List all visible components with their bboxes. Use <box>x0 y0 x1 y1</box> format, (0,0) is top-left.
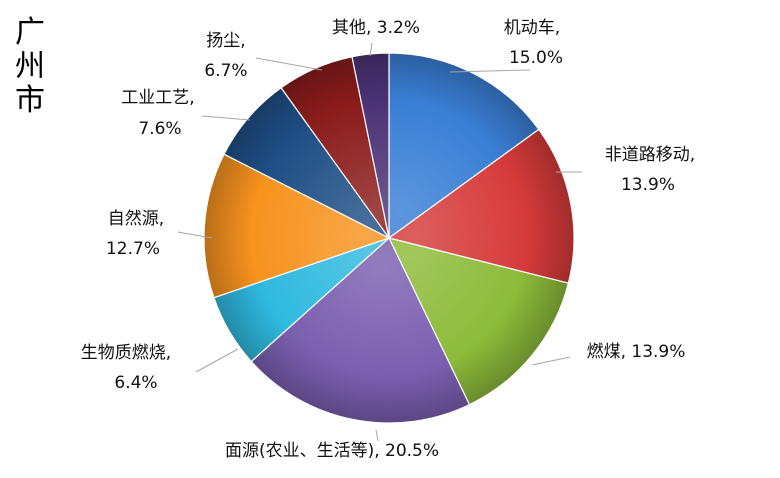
data-label-燃煤: 燃煤, 13.9% <box>587 342 686 362</box>
data-label-扬尘: 扬尘, 6.7% <box>204 31 247 81</box>
leader-line-工业工艺 <box>201 115 251 121</box>
data-label-非道路移动: 非道路移动, 13.9% <box>605 145 695 195</box>
slice-机动车 <box>388 52 540 239</box>
slice-非道路移动 <box>388 128 575 284</box>
data-labels: 机动车, 15.0% 非道路移动, 13.9% 燃煤, 13.9% 面源(农业、生活等),… <box>81 18 695 461</box>
leader-line-面源-农业-生活等 <box>375 429 379 442</box>
slice-面源-农业-生活等 <box>250 237 471 424</box>
leader-lines <box>177 42 582 442</box>
data-label-面源-农业-生活等: 面源(农业、生活等), 20.5% <box>225 441 439 461</box>
data-label-生物质燃烧: 生物质燃烧, 6.4% <box>81 343 171 393</box>
data-label-工业工艺: 工业工艺, 7.6% <box>121 88 194 139</box>
data-label-其他: 其他, 3.2% <box>332 18 420 38</box>
slice-燃煤 <box>388 237 569 406</box>
chart-title-char-2: 州 <box>15 49 45 84</box>
chart-title: 广 州 市 <box>14 16 46 118</box>
data-label-机动车: 机动车, 15.0% <box>504 18 563 68</box>
leader-line-机动车 <box>449 69 531 73</box>
pie-slices <box>203 52 575 424</box>
chart-title-char-1: 广 <box>15 15 45 50</box>
leader-line-燃煤 <box>531 356 571 366</box>
leader-line-其他 <box>369 42 373 57</box>
leader-line-自然源 <box>177 231 213 239</box>
leader-line-扬尘 <box>255 57 323 71</box>
leader-line-生物质燃烧 <box>195 348 239 373</box>
slice-自然源 <box>203 153 390 299</box>
data-label-自然源: 自然源, 12.7% <box>106 209 164 259</box>
chart-title-char-3: 市 <box>15 83 45 118</box>
